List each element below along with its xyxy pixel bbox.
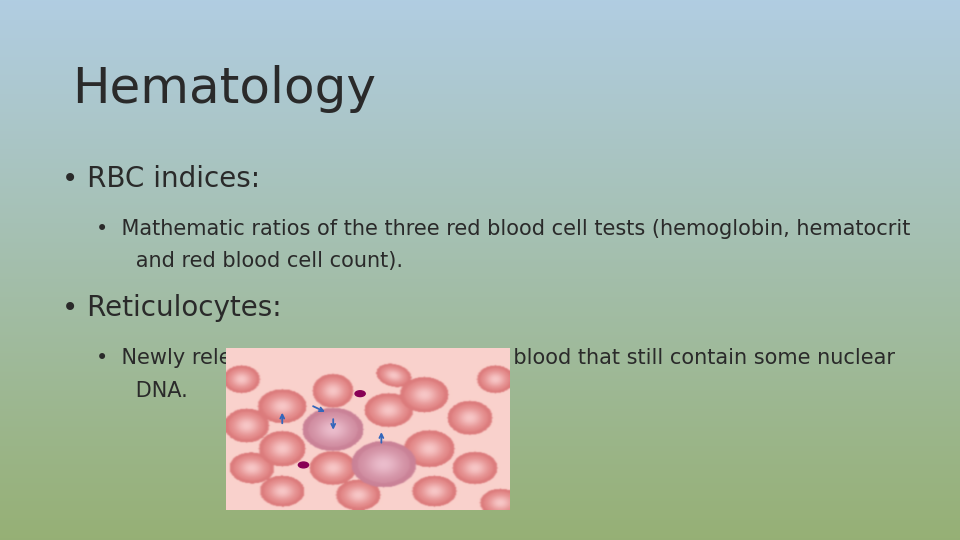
Text: •  Mathematic ratios of the three red blood cell tests (hemoglobin, hematocrit: • Mathematic ratios of the three red blo… (96, 219, 910, 239)
Text: • RBC indices:: • RBC indices: (62, 165, 260, 193)
Text: DNA.: DNA. (96, 381, 188, 401)
Circle shape (355, 391, 365, 396)
Circle shape (299, 462, 308, 468)
Text: Hematology: Hematology (72, 65, 376, 113)
Text: and red blood cell count).: and red blood cell count). (96, 251, 403, 271)
Text: • Reticulocytes:: • Reticulocytes: (62, 294, 282, 322)
Text: •  Newly released red blood cells in the blood that still contain some nuclear: • Newly released red blood cells in the … (96, 348, 895, 368)
